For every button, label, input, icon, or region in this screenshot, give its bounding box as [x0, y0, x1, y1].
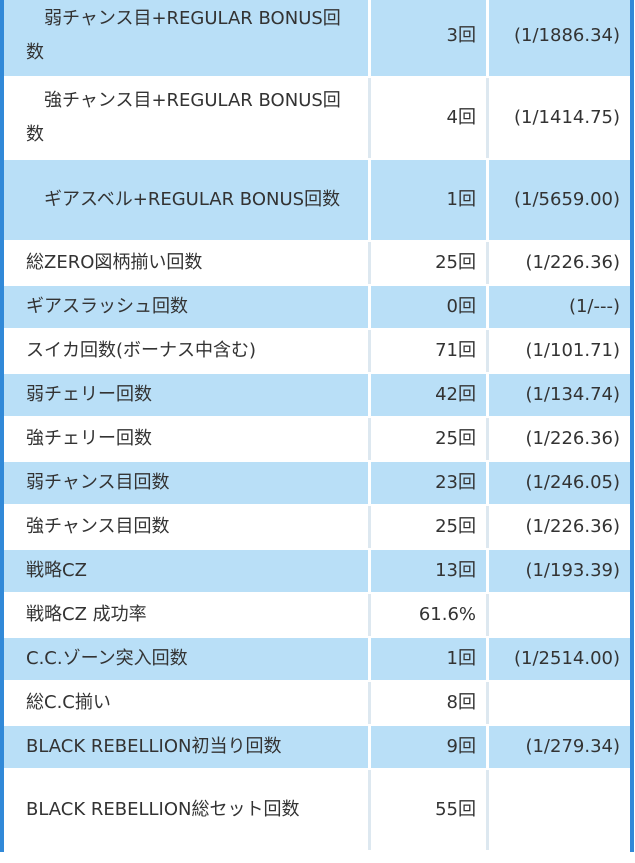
- stat-count: 4回: [371, 78, 489, 158]
- table-row: BLACK REBELLION総セット回数 55回: [4, 770, 630, 850]
- table-row: 総C.C揃い 8回: [4, 682, 630, 724]
- table-row: 戦略CZ 13回 (1/193.39): [4, 550, 630, 592]
- stat-count: 25回: [371, 506, 489, 548]
- stat-label: BLACK REBELLION総セット回数: [4, 770, 371, 850]
- stat-label: 弱チャンス目+REGULAR BONUS回数: [4, 0, 371, 76]
- stat-count: 8回: [371, 682, 489, 724]
- stat-label: ギアスラッシュ回数: [4, 286, 371, 328]
- table-row: 強チャンス目回数 25回 (1/226.36): [4, 506, 630, 548]
- table-row: 弱チェリー回数 42回 (1/134.74): [4, 374, 630, 416]
- stat-count: 61.6%: [371, 594, 489, 636]
- stat-rate: (1/226.36): [489, 506, 630, 548]
- stat-rate: (1/134.74): [489, 374, 630, 416]
- table-row: 強チェリー回数 25回 (1/226.36): [4, 418, 630, 460]
- stat-label: 弱チェリー回数: [4, 374, 371, 416]
- stat-label: ギアスベル+REGULAR BONUS回数: [4, 160, 371, 240]
- stat-rate: (1/5659.00): [489, 160, 630, 240]
- stat-count: 25回: [371, 242, 489, 284]
- stat-count: 3回: [371, 0, 489, 76]
- stat-count: 55回: [371, 770, 489, 850]
- stat-count: 23回: [371, 462, 489, 504]
- stat-label: BLACK REBELLION初当り回数: [4, 726, 371, 768]
- table-row: 強チャンス目+REGULAR BONUS回数 4回 (1/1414.75): [4, 78, 630, 158]
- table-row: スイカ回数(ボーナス中含む) 71回 (1/101.71): [4, 330, 630, 372]
- stat-rate: (1/193.39): [489, 550, 630, 592]
- stat-rate: (1/2514.00): [489, 638, 630, 680]
- stat-rate: (1/1886.34): [489, 0, 630, 76]
- stat-count: 9回: [371, 726, 489, 768]
- stat-label: 弱チャンス目回数: [4, 462, 371, 504]
- table-row: 総ZERO図柄揃い回数 25回 (1/226.36): [4, 242, 630, 284]
- stat-rate: (1/101.71): [489, 330, 630, 372]
- stat-rate: (1/279.34): [489, 726, 630, 768]
- stat-count: 13回: [371, 550, 489, 592]
- stat-label: 総C.C揃い: [4, 682, 371, 724]
- stat-label: C.C.ゾーン突入回数: [4, 638, 371, 680]
- stat-label: スイカ回数(ボーナス中含む): [4, 330, 371, 372]
- table-row: 弱チャンス目回数 23回 (1/246.05): [4, 462, 630, 504]
- stat-rate: [489, 594, 630, 636]
- stat-label: 戦略CZ 成功率: [4, 594, 371, 636]
- stat-count: 71回: [371, 330, 489, 372]
- stat-label: 戦略CZ: [4, 550, 371, 592]
- table-row: BLACK REBELLION初当り回数 9回 (1/279.34): [4, 726, 630, 768]
- stat-count: 25回: [371, 418, 489, 460]
- table-row: ギアスベル+REGULAR BONUS回数 1回 (1/5659.00): [4, 160, 630, 240]
- stat-rate: [489, 770, 630, 850]
- table-row: ギアスラッシュ回数 0回 (1/---): [4, 286, 630, 328]
- stat-rate: (1/246.05): [489, 462, 630, 504]
- stat-label: 強チャンス目回数: [4, 506, 371, 548]
- stat-rate: (1/---): [489, 286, 630, 328]
- stat-rate: (1/226.36): [489, 418, 630, 460]
- stats-table: 弱チャンス目+REGULAR BONUS回数 3回 (1/1886.34) 強チャンス…: [4, 0, 630, 852]
- stat-rate: (1/226.36): [489, 242, 630, 284]
- table-row: 戦略CZ 成功率 61.6%: [4, 594, 630, 636]
- stat-label: 総ZERO図柄揃い回数: [4, 242, 371, 284]
- stat-count: 0回: [371, 286, 489, 328]
- table-row: C.C.ゾーン突入回数 1回 (1/2514.00): [4, 638, 630, 680]
- stat-count: 1回: [371, 638, 489, 680]
- table-row: 弱チャンス目+REGULAR BONUS回数 3回 (1/1886.34): [4, 0, 630, 76]
- stat-rate: (1/1414.75): [489, 78, 630, 158]
- stat-label: 強チェリー回数: [4, 418, 371, 460]
- stat-count: 1回: [371, 160, 489, 240]
- stat-label: 強チャンス目+REGULAR BONUS回数: [4, 78, 371, 158]
- stat-count: 42回: [371, 374, 489, 416]
- stat-rate: [489, 682, 630, 724]
